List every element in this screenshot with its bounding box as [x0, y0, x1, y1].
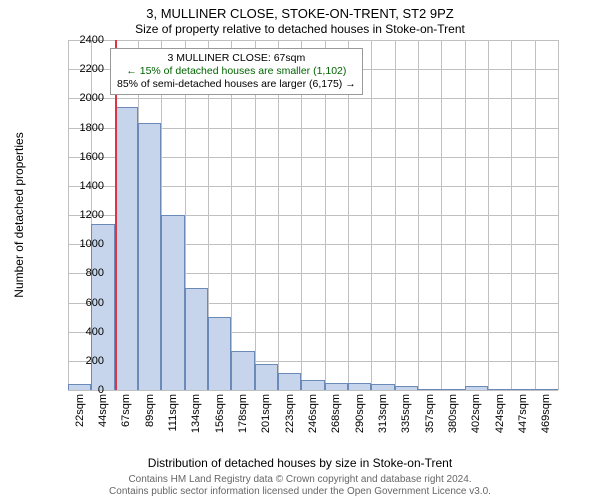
gridline-v [558, 40, 559, 390]
y-tick-label: 400 [68, 326, 104, 338]
x-tick-label: 134sqm [190, 394, 202, 433]
gridline-v [488, 40, 489, 390]
x-tick-label: 335sqm [400, 394, 412, 433]
y-tick-label: 800 [68, 267, 104, 279]
histogram-bar [395, 386, 418, 390]
y-tick-label: 2000 [68, 92, 104, 104]
x-tick-label: 424sqm [494, 394, 506, 433]
gridline-v [511, 40, 512, 390]
y-tick-label: 2400 [68, 34, 104, 46]
histogram-bar [371, 384, 394, 390]
x-tick-label: 156sqm [214, 394, 226, 433]
histogram-bar [441, 389, 464, 390]
y-tick-label: 1800 [68, 122, 104, 134]
gridline-v [535, 40, 536, 390]
y-tick-label: 1600 [68, 151, 104, 163]
gridline-h [68, 40, 558, 41]
histogram-bar [185, 288, 208, 390]
gridline-h [68, 98, 558, 99]
x-tick-label: 290sqm [354, 394, 366, 433]
x-tick-label: 201sqm [260, 394, 272, 433]
legend-line-2: ← 15% of detached houses are smaller (1,… [117, 65, 356, 78]
histogram-bar [465, 386, 488, 390]
histogram-bar [278, 373, 301, 391]
x-tick-label: 268sqm [330, 394, 342, 433]
chart-footer: Contains HM Land Registry data © Crown c… [0, 474, 600, 497]
y-tick-label: 600 [68, 297, 104, 309]
histogram-bar [348, 383, 371, 390]
gridline-v [371, 40, 372, 390]
histogram-bar [488, 389, 511, 390]
histogram-bar [418, 389, 441, 390]
gridline-v [441, 40, 442, 390]
histogram-bar [138, 123, 161, 390]
footer-line-2: Contains public sector information licen… [0, 486, 600, 498]
x-tick-label: 22sqm [74, 394, 86, 427]
gridline-v [418, 40, 419, 390]
histogram-bar [301, 380, 324, 390]
y-tick-label: 200 [68, 355, 104, 367]
x-tick-label: 313sqm [377, 394, 389, 433]
gridline-v [395, 40, 396, 390]
y-tick-label: 2200 [68, 63, 104, 75]
legend-line-3: 85% of semi-detached houses are larger (… [117, 78, 356, 91]
x-tick-label: 89sqm [144, 394, 156, 427]
chart-title-primary: 3, MULLINER CLOSE, STOKE-ON-TRENT, ST2 9… [0, 6, 600, 21]
x-tick-label: 447sqm [517, 394, 529, 433]
histogram-bar [325, 383, 348, 390]
x-tick-label: 469sqm [540, 394, 552, 433]
x-axis-label: Distribution of detached houses by size … [0, 456, 600, 470]
x-tick-label: 402sqm [470, 394, 482, 433]
y-tick-label: 1000 [68, 238, 104, 250]
legend-annotation: 3 MULLINER CLOSE: 67sqm ← 15% of detache… [110, 48, 363, 95]
x-tick-label: 246sqm [307, 394, 319, 433]
gridline-h [68, 390, 558, 391]
x-tick-label: 357sqm [424, 394, 436, 433]
gridline-v [465, 40, 466, 390]
histogram-bar [535, 389, 558, 390]
x-tick-label: 380sqm [447, 394, 459, 433]
histogram-bar [161, 215, 184, 390]
y-tick-label: 1200 [68, 209, 104, 221]
legend-line-1: 3 MULLINER CLOSE: 67sqm [117, 52, 356, 65]
histogram-bar [208, 317, 231, 390]
y-tick-label: 1400 [68, 180, 104, 192]
histogram-bar [511, 389, 534, 390]
footer-line-1: Contains HM Land Registry data © Crown c… [0, 474, 600, 486]
x-tick-label: 223sqm [284, 394, 296, 433]
x-tick-label: 111sqm [167, 394, 179, 432]
y-axis-label: Number of detached properties [12, 132, 26, 297]
x-tick-label: 178sqm [237, 394, 249, 433]
x-tick-label: 67sqm [120, 394, 132, 427]
histogram-bar [115, 107, 138, 390]
histogram-bar [255, 364, 278, 390]
histogram-bar [231, 351, 254, 390]
x-tick-label: 44sqm [97, 394, 109, 427]
